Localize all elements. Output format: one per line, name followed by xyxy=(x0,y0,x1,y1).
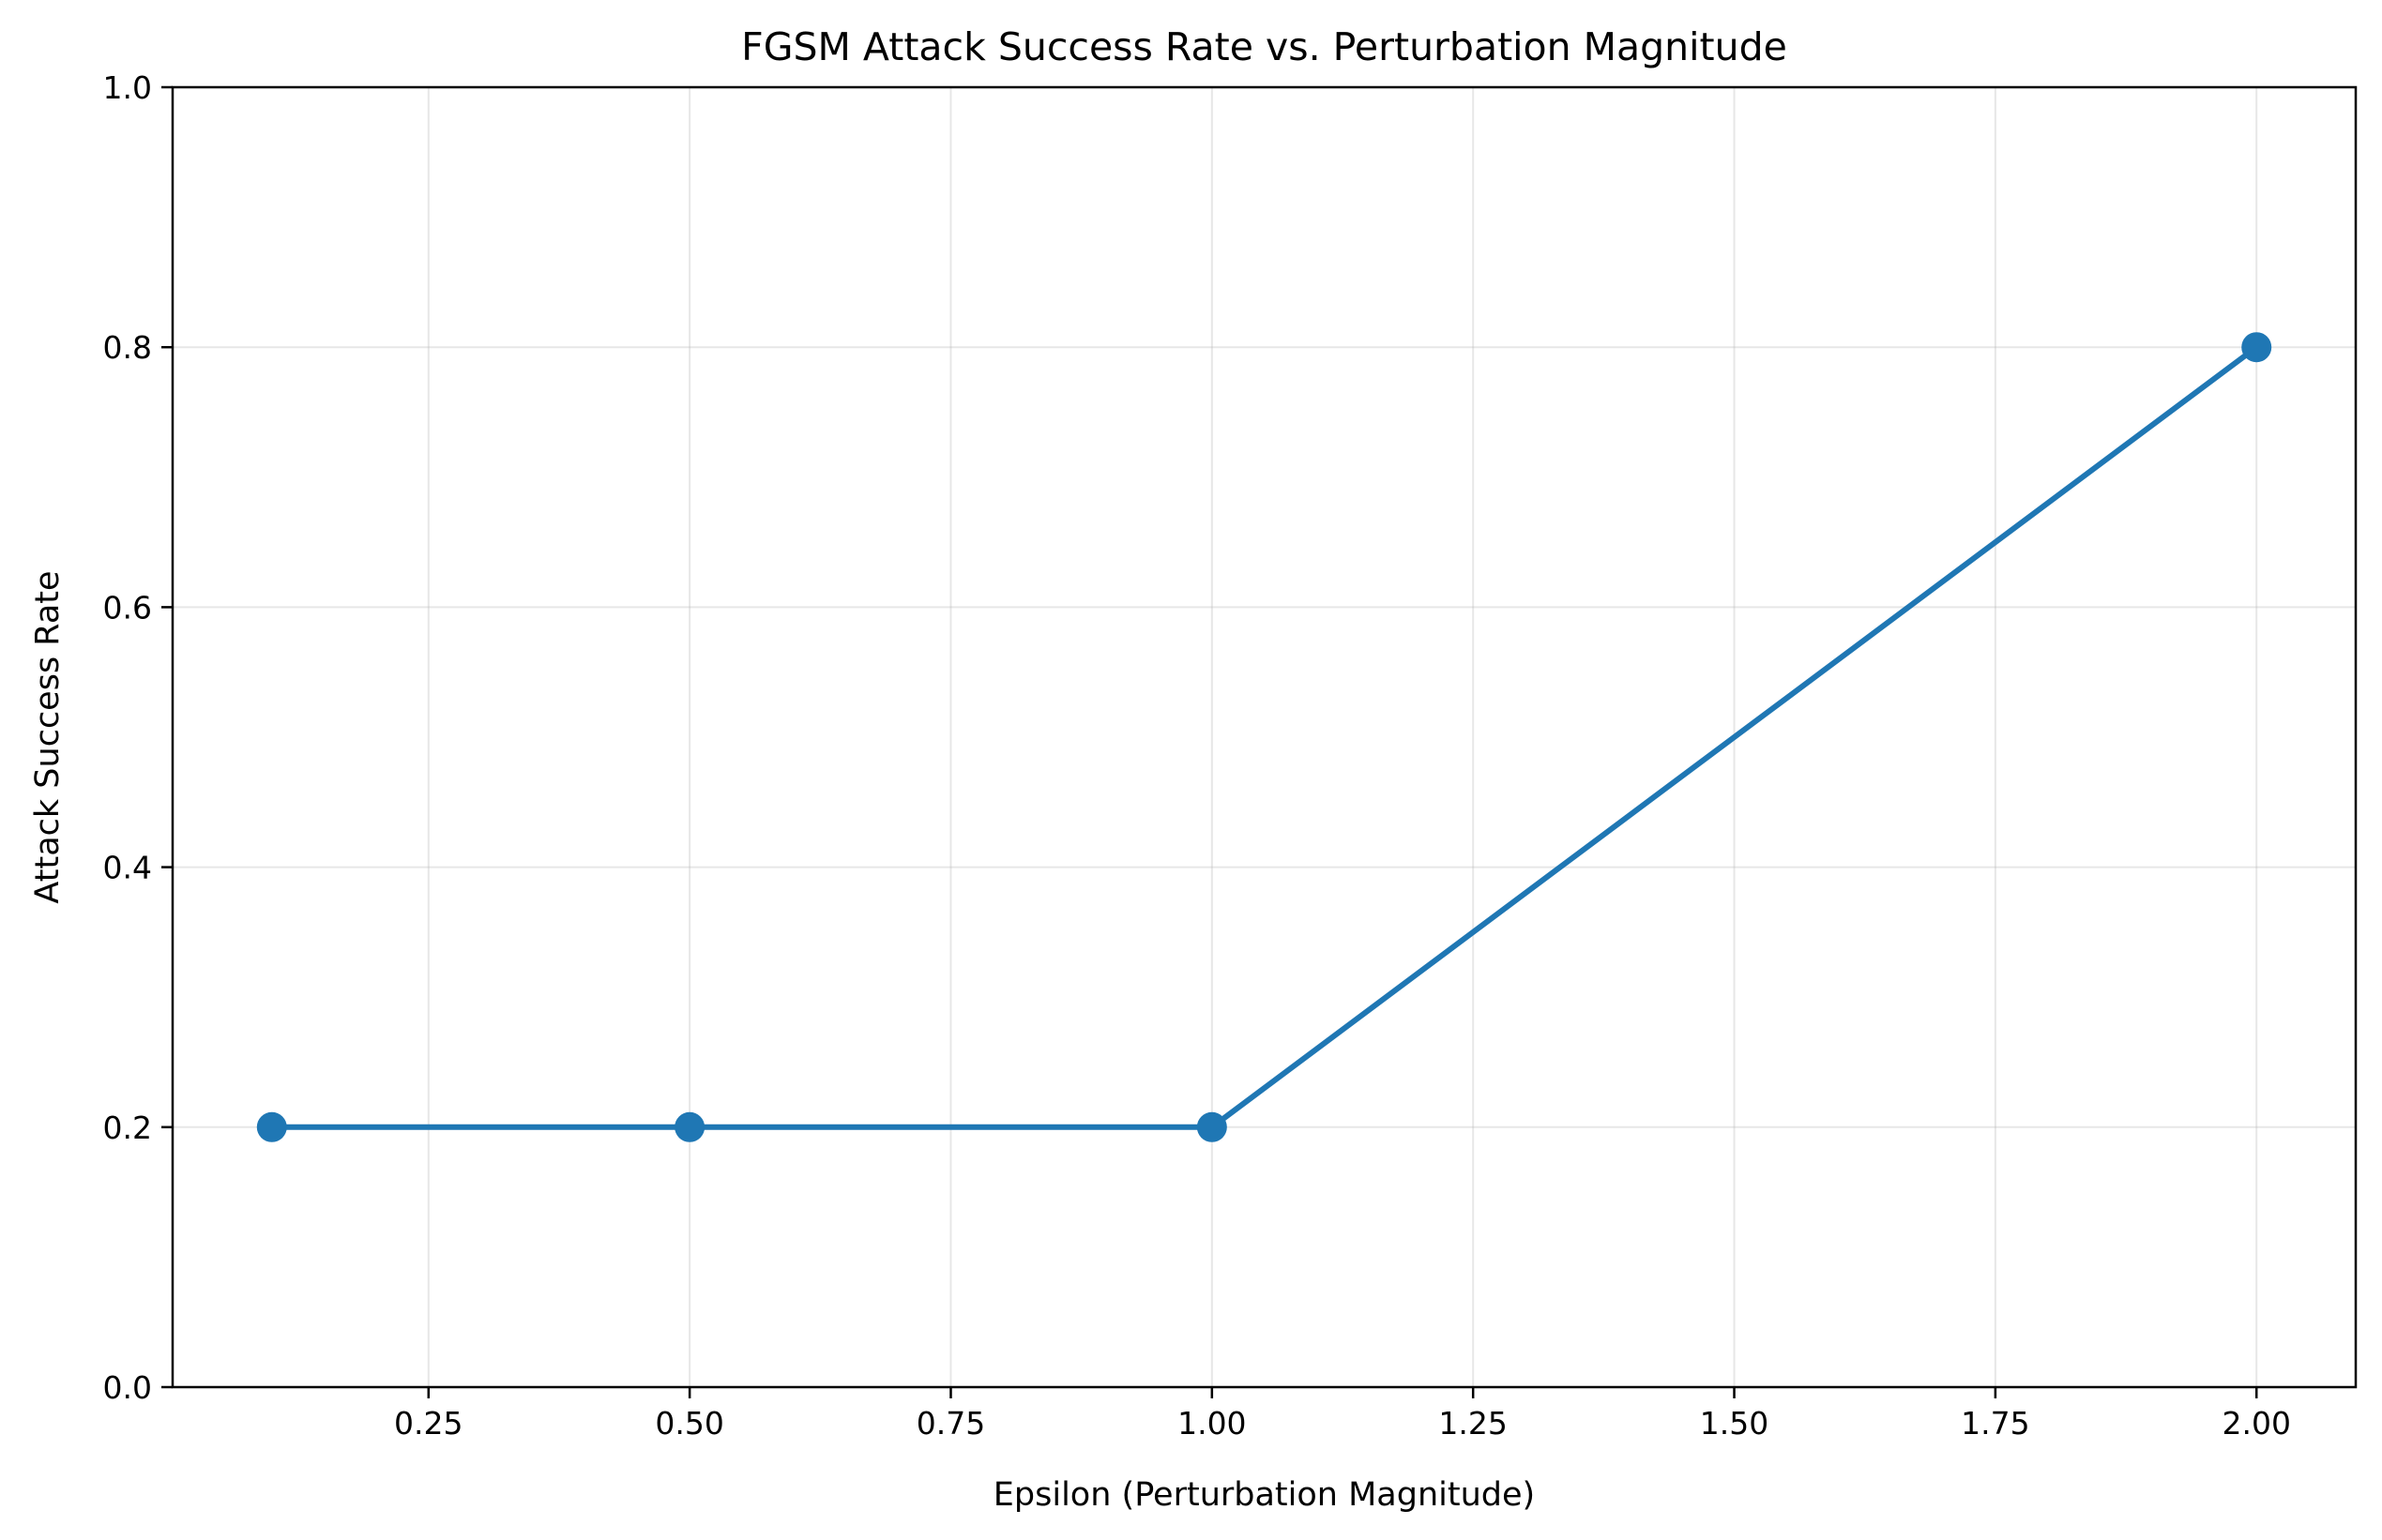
x-tick-label: 0.50 xyxy=(655,1405,723,1442)
x-axis-label: Epsilon (Perturbation Magnitude) xyxy=(994,1476,1535,1514)
series-layer xyxy=(256,332,2272,1142)
y-tick-label: 0.0 xyxy=(103,1369,152,1406)
x-tick-label: 1.25 xyxy=(1438,1405,1507,1442)
grid xyxy=(173,86,2356,1388)
x-tick-label: 1.00 xyxy=(1177,1405,1246,1442)
x-tick-label: 2.00 xyxy=(2222,1405,2290,1442)
x-axis-ticks: 0.25 0.50 0.75 1.00 1.25 1.50 1.75 2.00 xyxy=(394,1387,2291,1442)
y-tick-label: 0.2 xyxy=(103,1110,152,1146)
data-point xyxy=(675,1111,705,1142)
chart-title: FGSM Attack Success Rate vs. Perturbatio… xyxy=(741,24,1787,69)
data-point xyxy=(2241,332,2272,363)
plot-frame xyxy=(171,85,2358,1389)
x-tick-label: 0.25 xyxy=(394,1405,463,1442)
y-tick-label: 0.4 xyxy=(103,850,152,886)
y-axis-ticks: 0.0 0.2 0.4 0.6 0.8 1.0 xyxy=(103,69,173,1406)
data-point xyxy=(256,1111,287,1142)
y-tick-label: 0.6 xyxy=(103,589,152,626)
y-tick-label: 1.0 xyxy=(103,69,152,106)
x-tick-label: 1.75 xyxy=(1961,1405,2029,1442)
x-tick-label: 0.75 xyxy=(917,1405,985,1442)
y-tick-label: 0.8 xyxy=(103,329,152,366)
data-point xyxy=(1196,1111,1227,1142)
y-axis-label: Attack Success Rate xyxy=(29,570,67,903)
x-tick-label: 1.50 xyxy=(1700,1405,1768,1442)
series-line xyxy=(268,343,2261,1130)
